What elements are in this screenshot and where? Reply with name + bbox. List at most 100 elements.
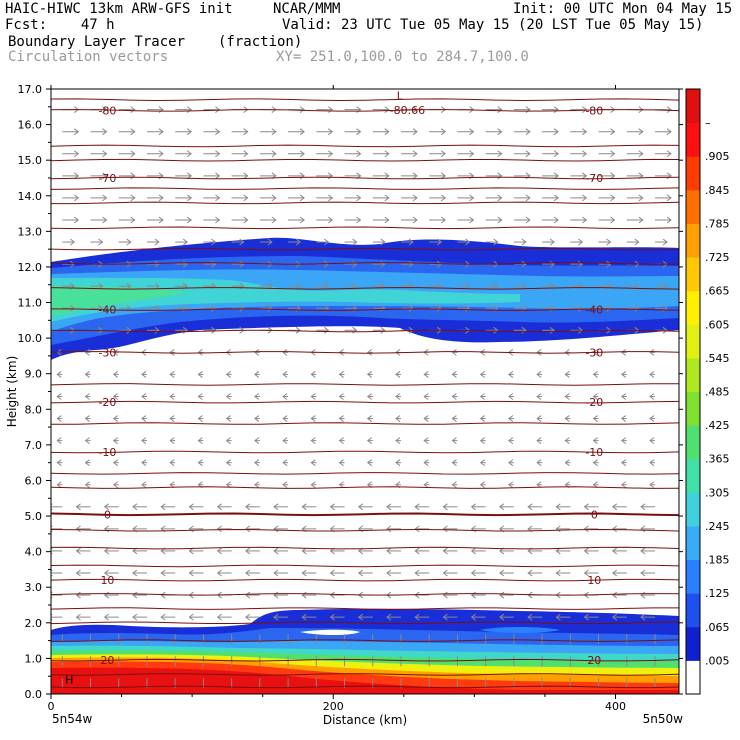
org-label: NCAR/MMM [273, 1, 341, 17]
vector-arrowhead [103, 503, 110, 511]
vector-arrowhead [130, 194, 136, 202]
vector-arrowhead [112, 459, 119, 467]
vector-arrowhead [188, 525, 194, 533]
vector-arrowhead [451, 415, 457, 422]
vector-arrowhead [649, 348, 655, 356]
vector-arrowhead [555, 547, 561, 555]
vector-label: Circulation vectors [8, 49, 169, 65]
vector-arrowhead [158, 106, 164, 114]
contour-label: 0 [591, 508, 598, 521]
model-title: HAIC-HIWC 13km ARW-GFS init [5, 1, 233, 17]
vector-arrowhead [282, 371, 288, 378]
vector-arrowhead [130, 216, 136, 224]
contour-label: 10 [100, 574, 114, 587]
vector-arrowhead [564, 459, 570, 467]
vector-arrowhead [620, 415, 627, 422]
vector-arrowhead [465, 282, 471, 290]
vector-arrowhead [245, 591, 251, 599]
vector-arrowhead [499, 613, 505, 621]
vector-arrowhead [338, 393, 344, 400]
vector-arrowhead [186, 194, 193, 202]
vector-arrowhead [564, 371, 570, 378]
vector-arrowhead [215, 172, 221, 180]
colorbar-label: .905 [705, 150, 730, 163]
x-end-label: 5n50w [643, 712, 684, 726]
vector-arrowhead [310, 459, 316, 467]
vector-arrowhead [310, 393, 316, 400]
y-tick-label: 11.0 [18, 297, 43, 310]
vector-arrowhead [73, 216, 80, 224]
tracer-fill [51, 237, 679, 694]
y-tick-label: 16.0 [18, 119, 43, 132]
temperature-contour [51, 383, 679, 386]
vector-arrowhead [620, 371, 627, 378]
vector-arrowhead [245, 547, 251, 555]
init-time: Init: 00 UTC Mon 04 May 15 [513, 1, 733, 17]
vector-arrowhead [141, 371, 147, 378]
vector-arrowhead [553, 216, 559, 224]
colorbar-segment [686, 189, 700, 224]
vector-arrowhead [638, 150, 644, 158]
vector-arrowhead [412, 150, 418, 158]
vector-arrowhead [56, 415, 62, 422]
vector-arrowhead [536, 437, 542, 445]
vector-arrowhead [414, 525, 420, 533]
vector-arrowhead [295, 238, 301, 246]
vector-arrowhead [186, 216, 193, 224]
vector-arrowhead [69, 304, 76, 312]
vector-arrowhead [301, 503, 307, 511]
contour-label: -80 [98, 104, 116, 117]
vector-arrowhead [666, 128, 672, 136]
colorbar-segment [686, 626, 700, 661]
vector-arrowhead [169, 459, 175, 467]
vector-arrowhead [267, 304, 273, 312]
vector-arrowhead [582, 106, 588, 114]
vector-arrowhead [620, 459, 627, 467]
vector-arrowhead [384, 194, 390, 202]
vector-arrowhead [465, 238, 471, 246]
vector-arrowhead [216, 569, 222, 577]
vector-arrowhead [329, 613, 335, 621]
temperature-contours: -80 -80 -70 -70 -40 -40 -30 -30 -20 -20 -10 -10 0 0 10… [51, 98, 679, 689]
vector-arrowhead [158, 216, 164, 224]
vector-arrowhead [564, 437, 570, 445]
vector-arrowhead [188, 547, 194, 555]
contour-label: -10 [98, 446, 116, 459]
vector-arrowhead [211, 304, 217, 312]
colorbar-segment [686, 290, 700, 325]
colorbar-label: .365 [705, 453, 730, 466]
vector-arrowhead [582, 150, 588, 158]
vector-arrowhead [395, 459, 401, 467]
temperature-contour [51, 329, 679, 333]
vector-arrowhead [75, 503, 81, 511]
x-tick-label: 400 [605, 700, 626, 713]
vector-arrowhead [527, 503, 533, 511]
vector-arrowhead [132, 503, 138, 511]
vector-arrowhead [423, 371, 429, 378]
vector-arrowhead [414, 503, 420, 511]
vector-arrowhead [583, 547, 589, 555]
colorbar-segment [686, 122, 700, 157]
vector-arrowhead [188, 613, 194, 621]
colorbar-label: .425 [705, 419, 730, 432]
vector-arrowhead [555, 525, 561, 533]
temperature-contour [51, 607, 679, 610]
contour-label: 20 [587, 654, 601, 667]
vector-arrowhead [141, 481, 147, 489]
vector-arrowhead [525, 194, 531, 202]
vector-arrowhead [470, 613, 476, 621]
colorbar-label: .065 [705, 621, 730, 634]
vector-arrowhead [497, 106, 503, 114]
vector-arrowhead [197, 371, 203, 378]
y-tick-label: 10.0 [18, 332, 43, 345]
vector-arrowhead [536, 459, 542, 467]
vector-arrowhead [357, 503, 364, 511]
vector-arrowhead [508, 481, 514, 489]
vector-arrowhead [536, 393, 542, 400]
vector-arrowhead [380, 260, 386, 268]
vector-arrowhead [216, 547, 222, 555]
vector-arrowhead [267, 238, 273, 246]
colorbar-label: .785 [705, 217, 730, 230]
vector-arrowhead [295, 326, 301, 334]
vector-arrowhead [469, 150, 475, 158]
